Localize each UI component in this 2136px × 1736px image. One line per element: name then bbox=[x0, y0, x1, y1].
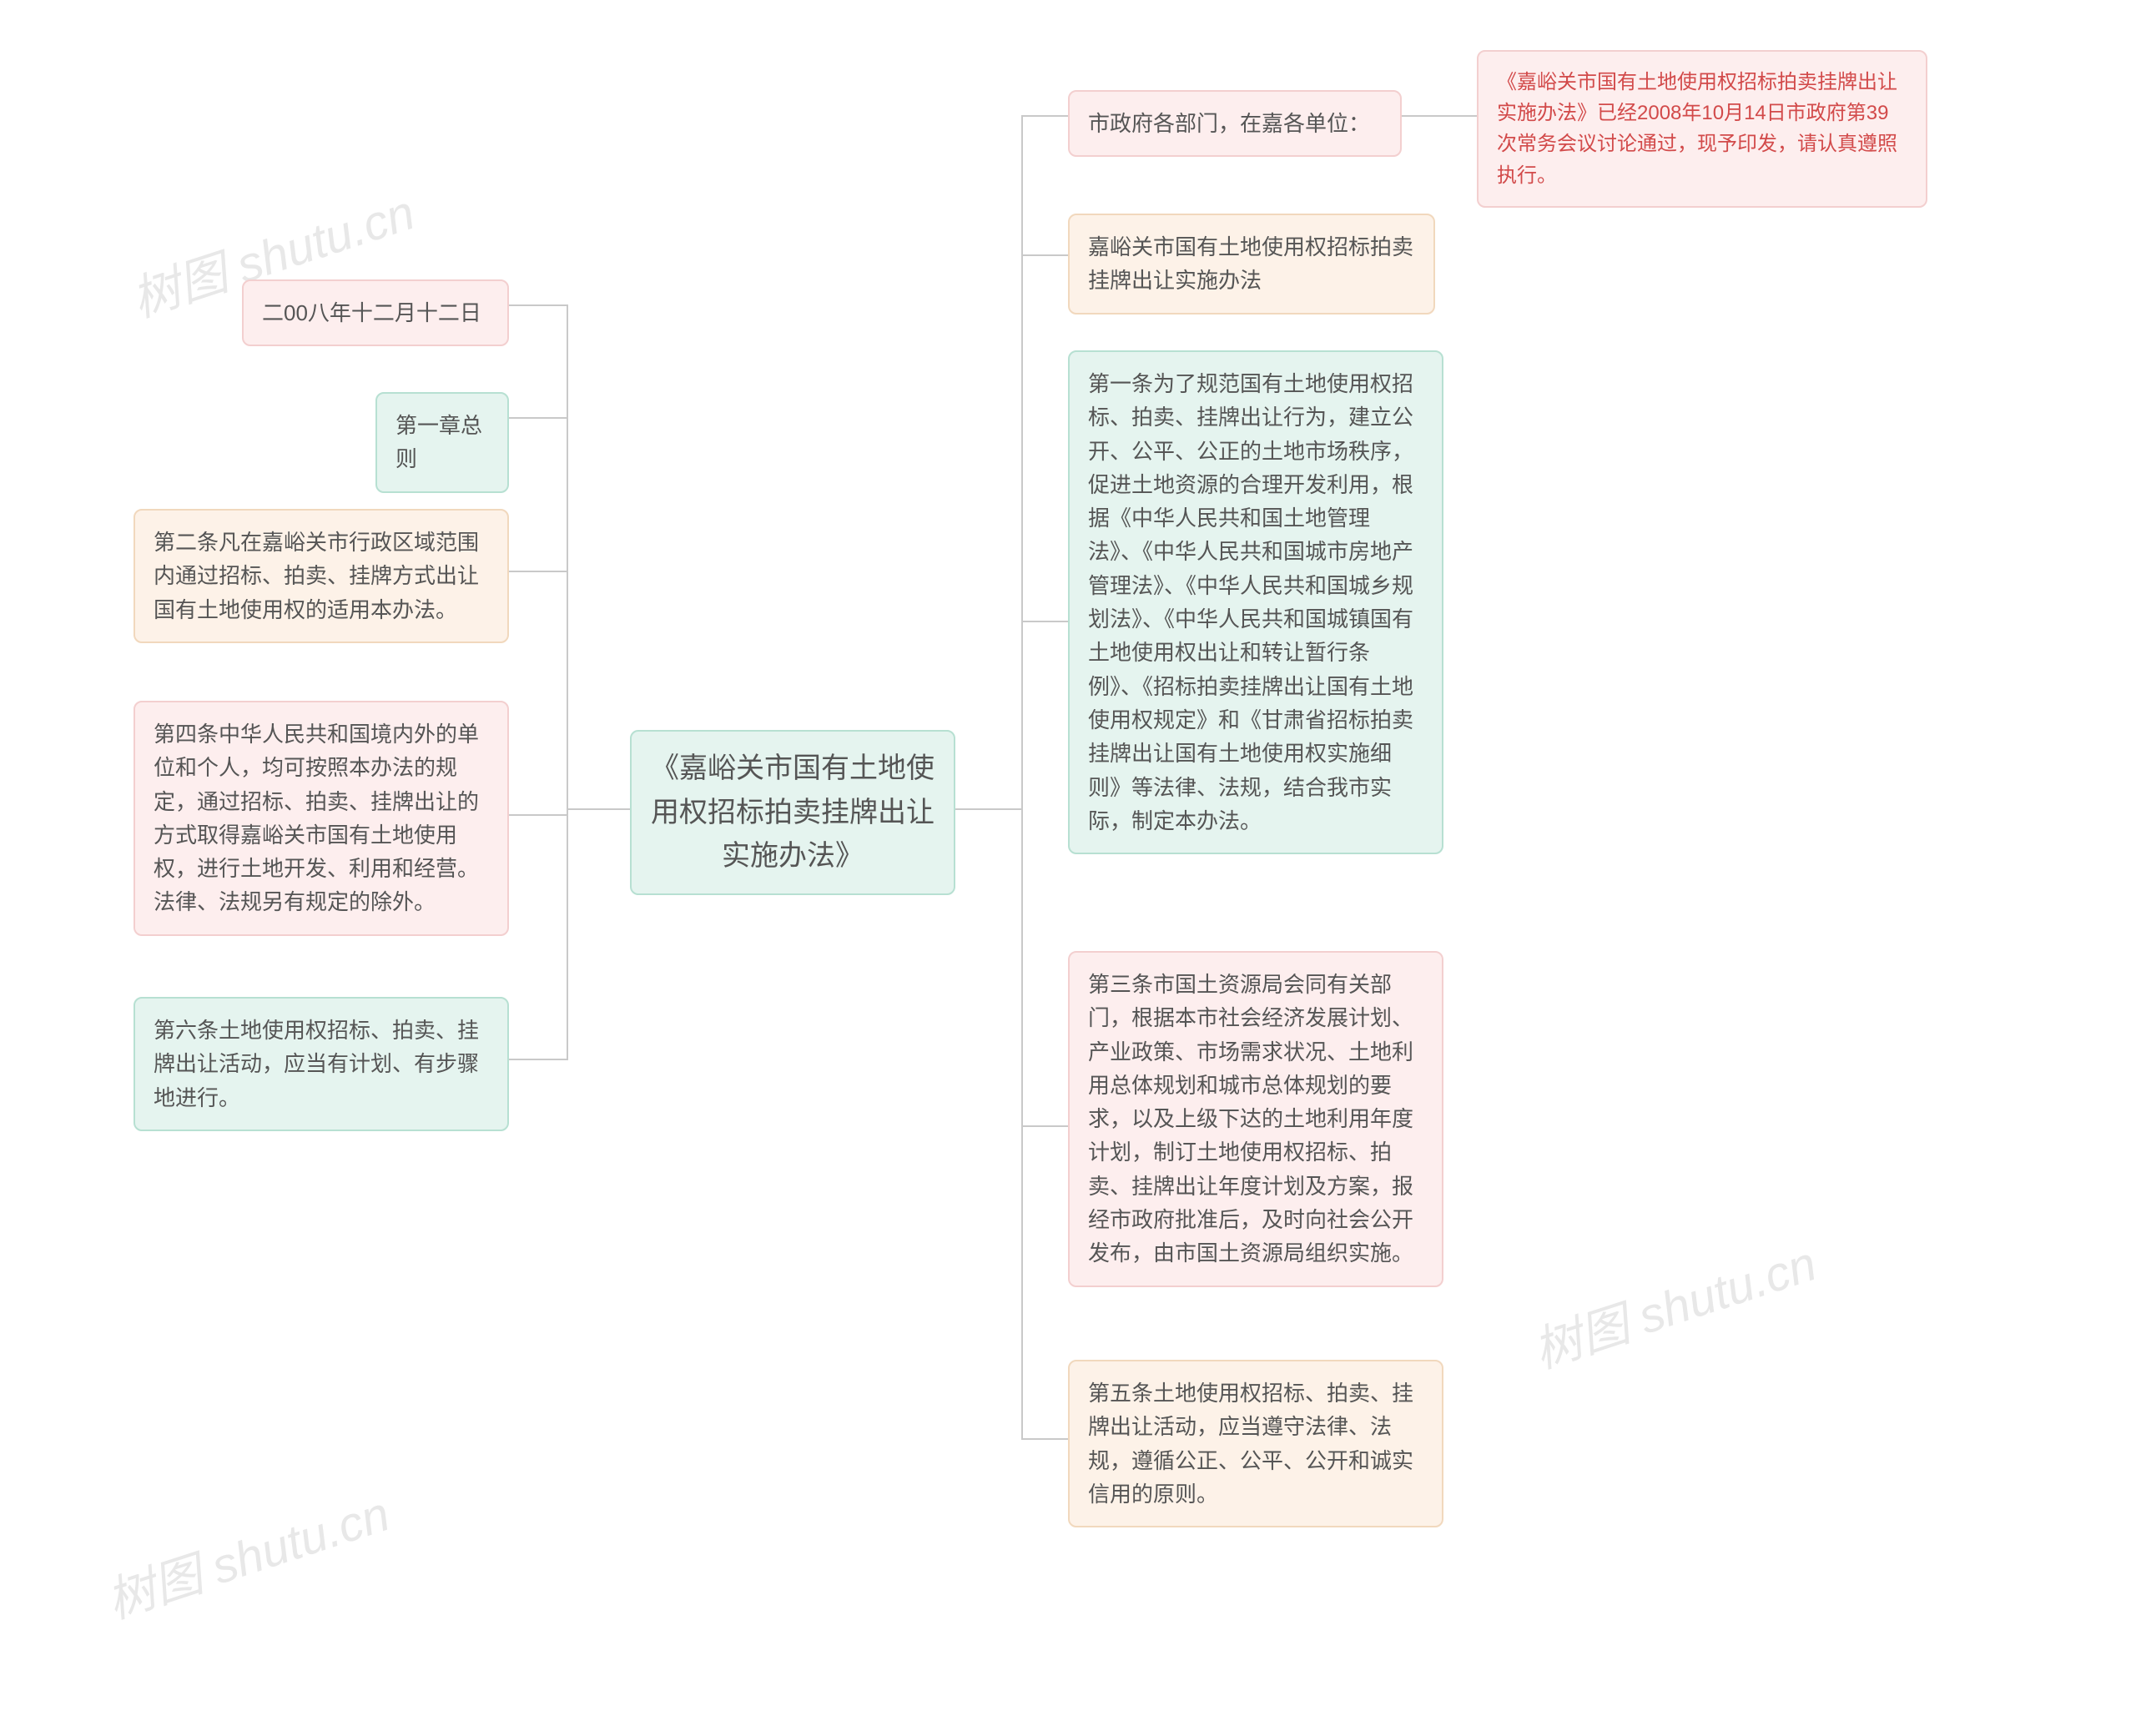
node-r2: 嘉峪关市国有土地使用权招标拍卖挂牌出让实施办法 bbox=[1068, 214, 1435, 314]
node-r4: 第三条市国土资源局会同有关部门，根据本市社会经济发展计划、产业政策、市场需求状况… bbox=[1068, 951, 1443, 1287]
node-r1-child: 《嘉峪关市国有土地使用权招标拍卖挂牌出让实施办法》已经2008年10月14日市政… bbox=[1477, 50, 1927, 208]
watermark: 树图 shutu.cn bbox=[97, 1475, 397, 1632]
node-r1: 市政府各部门，在嘉各单位： bbox=[1068, 90, 1402, 157]
node-r5: 第五条土地使用权招标、拍卖、挂牌出让活动，应当遵守法律、法规，遵循公正、公平、公… bbox=[1068, 1360, 1443, 1527]
node-r3: 第一条为了规范国有土地使用权招标、拍卖、挂牌出让行为，建立公开、公平、公正的土地… bbox=[1068, 350, 1443, 854]
watermark: 树图 shutu.cn bbox=[1524, 1225, 1824, 1381]
node-l3: 第二条凡在嘉峪关市行政区域范围内通过招标、拍卖、挂牌方式出让国有土地使用权的适用… bbox=[134, 509, 509, 643]
node-l1: 二00八年十二月十二日 bbox=[242, 279, 509, 346]
node-l2: 第一章总则 bbox=[375, 392, 509, 493]
node-l4: 第四条中华人民共和国境内外的单位和个人，均可按照本办法的规定，通过招标、拍卖、挂… bbox=[134, 701, 509, 936]
center-node: 《嘉峪关市国有土地使用权招标拍卖挂牌出让实施办法》 bbox=[630, 730, 955, 895]
node-l5: 第六条土地使用权招标、拍卖、挂牌出让活动，应当有计划、有步骤地进行。 bbox=[134, 997, 509, 1131]
